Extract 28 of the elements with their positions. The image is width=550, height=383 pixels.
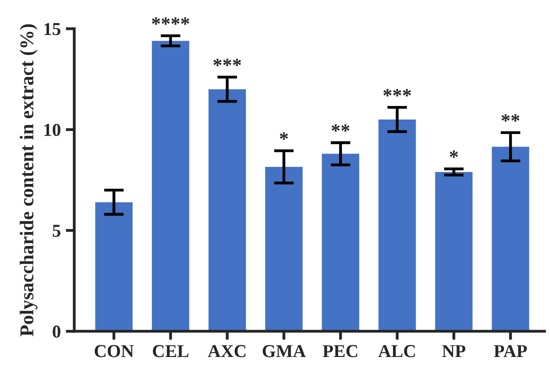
x-tick-label: GMA bbox=[262, 345, 306, 358]
y-tick-label: 0 bbox=[52, 326, 60, 338]
annotation: *** bbox=[383, 89, 411, 96]
bar bbox=[378, 119, 416, 332]
annotation: ** bbox=[332, 124, 350, 132]
x-tick-label: PEC bbox=[322, 345, 358, 358]
bar bbox=[152, 40, 190, 332]
x-tick-label: NP bbox=[442, 345, 466, 358]
annotation: ** bbox=[502, 114, 520, 122]
bar bbox=[265, 166, 303, 332]
x-tick-label: ALC bbox=[378, 345, 415, 358]
y-tick-label: 5 bbox=[52, 224, 60, 237]
bar bbox=[208, 89, 246, 332]
x-tick-label: CEL bbox=[152, 345, 188, 358]
annotation: * bbox=[280, 132, 288, 140]
y-axis-title: Polysaccharide content in extract (%) bbox=[20, 24, 38, 336]
y-tick-label: 10 bbox=[44, 124, 60, 136]
bar bbox=[492, 146, 530, 332]
bar bbox=[435, 172, 473, 332]
bar bbox=[322, 154, 360, 332]
annotation: **** bbox=[152, 17, 190, 25]
annotation: * bbox=[450, 150, 458, 158]
x-tick-label: PAP bbox=[494, 345, 527, 358]
x-tick-label: CON bbox=[94, 345, 134, 358]
x-tick-label: AXC bbox=[208, 345, 246, 358]
bar bbox=[95, 202, 133, 332]
y-tick-label: 15 bbox=[44, 23, 60, 36]
annotation: *** bbox=[213, 58, 241, 66]
